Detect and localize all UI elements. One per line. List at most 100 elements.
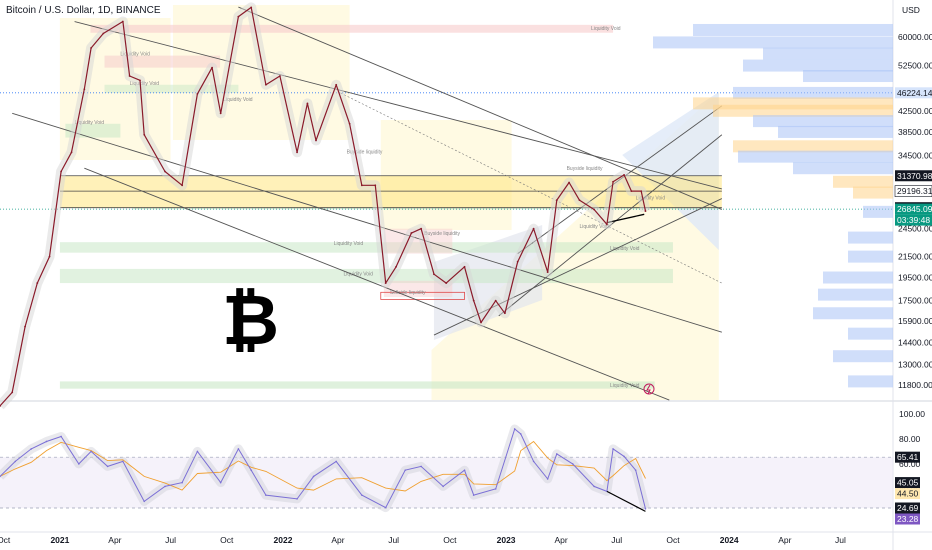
rsi-point — [312, 475, 315, 478]
rsi-axis-label: 100.00 — [899, 409, 925, 419]
price-point — [420, 227, 423, 230]
price-point — [250, 6, 253, 9]
liquidity-zone — [104, 55, 221, 68]
price-badge-label: 03:39:48 — [897, 215, 930, 225]
liquidity-zone — [90, 24, 614, 33]
price-point — [640, 190, 643, 193]
time-axis-label: Apr — [778, 535, 791, 545]
price-point — [128, 75, 131, 77]
price-point — [410, 232, 413, 234]
price-series — [0, 2, 651, 410]
price-badge — [894, 185, 932, 197]
channel-extension-area — [622, 92, 719, 250]
rsi-badge-label: 23.28 — [897, 514, 919, 524]
volume-profile-bar — [778, 125, 893, 138]
rsi-badge-label: 65.41 — [897, 452, 919, 462]
price-badge-label: 29196.31 — [897, 186, 932, 196]
price-axis-label: 52500.00 — [898, 61, 932, 71]
time-axis-label: Jul — [165, 535, 176, 545]
rsi-point — [250, 469, 253, 471]
rsi-badge — [895, 488, 920, 500]
price-point — [606, 223, 608, 226]
time-axis-label: Apr — [554, 535, 567, 545]
buyside-liquidity-label: Buyside liquidity — [424, 231, 460, 237]
price-point — [644, 210, 647, 212]
buyside-liquidity-label: Buyside liquidity — [347, 150, 383, 156]
price-axis-label: 13000.00 — [898, 359, 932, 369]
rsi-point — [532, 460, 535, 463]
sellside-box — [380, 291, 465, 300]
rsi-point — [60, 435, 62, 438]
channel-line — [238, 6, 723, 210]
rsi-badge — [895, 513, 920, 525]
rsi-point — [442, 485, 444, 488]
price-point — [296, 151, 298, 154]
rsi-point — [546, 478, 549, 480]
rsi-badge — [895, 451, 920, 463]
volume-profile-bar — [653, 36, 893, 49]
rsi-badge — [895, 502, 920, 514]
volume-profile-bar — [733, 86, 893, 99]
price-point — [395, 265, 397, 268]
price-point — [480, 321, 482, 324]
sellside-liquidity-label: Sellside liquidity — [390, 290, 426, 296]
volume-profile-bar — [713, 104, 893, 117]
rsi-divergence-line — [606, 490, 646, 512]
price-point — [24, 325, 26, 328]
volume-profile-bar — [793, 162, 893, 175]
volume-profile-bar — [833, 350, 893, 363]
rsi-badge — [895, 477, 920, 489]
rsi-point — [361, 494, 363, 496]
price-point — [219, 112, 222, 115]
price-point — [623, 173, 625, 176]
price-axis-label: 17500.00 — [898, 296, 932, 306]
volume-profile-bar — [813, 307, 893, 320]
price-axis-label: 60000.00 — [898, 32, 932, 42]
price-point — [445, 282, 448, 284]
volume-profile — [653, 23, 893, 388]
rsi-axis-label: 60.00 — [899, 459, 921, 469]
liquidity-zone — [133, 207, 722, 210]
price-point — [121, 20, 124, 23]
rsi-point — [181, 481, 183, 484]
rsi-point — [612, 448, 614, 450]
price-axis-label: 11800.00 — [898, 380, 932, 390]
volume-profile-bar — [753, 115, 893, 128]
divergence-line — [606, 213, 645, 224]
price-line — [0, 6, 647, 407]
volume-profile-bar — [848, 250, 893, 263]
rsi-point — [404, 469, 407, 471]
rsi-point — [335, 460, 337, 463]
price-point — [630, 190, 633, 193]
rsi-point — [519, 433, 522, 435]
lightning-icon-bolt — [646, 384, 651, 395]
price-point — [494, 299, 497, 302]
channel-line — [12, 112, 722, 333]
liquidity-void-label: Liquidity Void — [223, 97, 253, 103]
price-axis-label: 42500.00 — [898, 106, 932, 116]
liquidity-void-label: Liquidity Void — [344, 271, 374, 277]
price-badge-label: 46224.14 — [897, 88, 932, 98]
price-badge — [895, 203, 932, 215]
price-point — [593, 208, 596, 211]
rsi-point — [164, 485, 166, 488]
price-axis-label: 38500.00 — [898, 127, 932, 137]
price-axis-label: 19500.00 — [898, 273, 932, 283]
lightning-icon — [643, 383, 655, 395]
rsi-point — [90, 450, 92, 453]
currency-label: USD — [902, 5, 920, 15]
volume-profile-bar — [863, 205, 893, 218]
price-point — [264, 83, 267, 86]
rsi-point — [644, 508, 647, 510]
liquidity-zone — [104, 84, 239, 93]
rsi-axis-label: 80.00 — [899, 434, 921, 444]
rsi-series — [0, 424, 650, 513]
price-point — [143, 133, 146, 136]
time-axis-label: Apr — [108, 535, 121, 545]
rsi-point — [472, 494, 475, 496]
price-point — [516, 260, 519, 263]
liquidity-void-label: Liquidity Void — [120, 52, 150, 58]
price-point — [48, 255, 51, 258]
rsi-point — [106, 465, 109, 468]
